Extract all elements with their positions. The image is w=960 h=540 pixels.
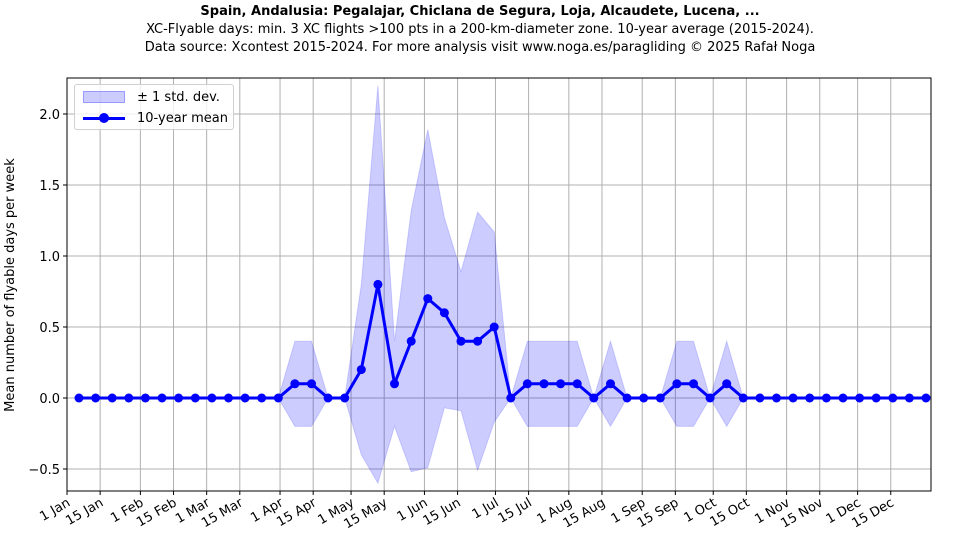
data-point (74, 393, 84, 403)
y-tick-label: 1.0 (39, 250, 60, 265)
data-point (489, 322, 499, 332)
std-dev-band (79, 85, 926, 485)
data-point (91, 393, 101, 403)
data-point (871, 393, 881, 403)
data-point (257, 393, 267, 403)
x-tick-label: 1 Jul (470, 495, 502, 522)
data-point (722, 379, 732, 389)
data-point (572, 379, 582, 389)
mean-markers (74, 279, 931, 403)
data-point (473, 336, 483, 346)
x-tick-label: 15 Jun (421, 495, 464, 528)
data-point (738, 393, 748, 403)
data-point (672, 379, 682, 389)
data-point (755, 393, 765, 403)
data-point (140, 393, 150, 403)
data-point (373, 279, 383, 289)
data-point (639, 393, 649, 403)
data-point (805, 393, 815, 403)
line-marker-icon (83, 112, 125, 123)
data-point (456, 336, 466, 346)
y-axis-label: Mean number of flyable days per week (3, 158, 18, 412)
y-axis-ticks: −0.5 0.0 0.5 1.0 1.5 2.0 (28, 108, 67, 478)
legend-item-std-dev: ± 1 std. dev. (83, 87, 220, 107)
data-point (904, 393, 914, 403)
data-point (356, 365, 366, 375)
data-point (439, 308, 449, 318)
data-point (921, 393, 931, 403)
y-tick-label: 0.0 (39, 392, 60, 407)
chart-header: Spain, Andalusia: Pegalajar, Chiclana de… (0, 3, 960, 57)
data-point (655, 393, 665, 403)
y-tick-label: −0.5 (28, 463, 60, 478)
data-point (423, 294, 433, 304)
data-point (689, 379, 698, 389)
data-point (406, 336, 416, 346)
y-tick-label: 0.5 (39, 321, 60, 336)
chart-title: Spain, Andalusia: Pegalajar, Chiclana de… (200, 4, 760, 19)
plot-frame (66, 77, 932, 492)
data-point (788, 393, 798, 403)
data-point (124, 393, 134, 403)
y-tick-label: 2.0 (39, 108, 60, 123)
data-point (606, 379, 615, 389)
y-tick-label: 1.5 (39, 179, 60, 194)
data-point (855, 393, 865, 403)
data-point (174, 393, 184, 403)
data-point (157, 393, 167, 403)
chart-subtitle-1: XC-Flyable days: min. 3 XC flights >100 … (146, 22, 814, 37)
data-point (390, 379, 399, 389)
data-point (290, 379, 300, 389)
data-point (224, 393, 233, 403)
x-tick-label: 15 Jul (496, 495, 535, 526)
chart-subtitle-2: Data source: Xcontest 2015-2024. For mor… (144, 40, 816, 55)
data-point (323, 393, 333, 403)
band-swatch-icon (83, 91, 125, 103)
data-point (240, 393, 250, 403)
data-point (589, 393, 599, 403)
data-point (888, 393, 898, 403)
legend-label-std-dev: ± 1 std. dev. (137, 89, 220, 105)
mean-line (79, 282, 926, 400)
data-point (539, 379, 549, 389)
data-point (556, 379, 566, 389)
x-tick-label: 15 Jan (63, 495, 106, 528)
data-point (340, 393, 350, 403)
legend-item-mean: 10-year mean (83, 108, 228, 128)
data-point (772, 393, 781, 403)
data-point (506, 393, 516, 403)
data-point (207, 393, 217, 403)
data-point (273, 393, 283, 403)
data-point (821, 393, 831, 403)
legend-label-mean: 10-year mean (137, 110, 229, 126)
data-point (522, 379, 532, 389)
data-point (107, 393, 117, 403)
data-point (705, 393, 715, 403)
data-point (622, 393, 632, 403)
data-point (838, 393, 848, 403)
data-point (307, 379, 316, 389)
legend: ± 1 std. dev. 10-year mean (74, 84, 234, 130)
data-point (190, 393, 200, 403)
